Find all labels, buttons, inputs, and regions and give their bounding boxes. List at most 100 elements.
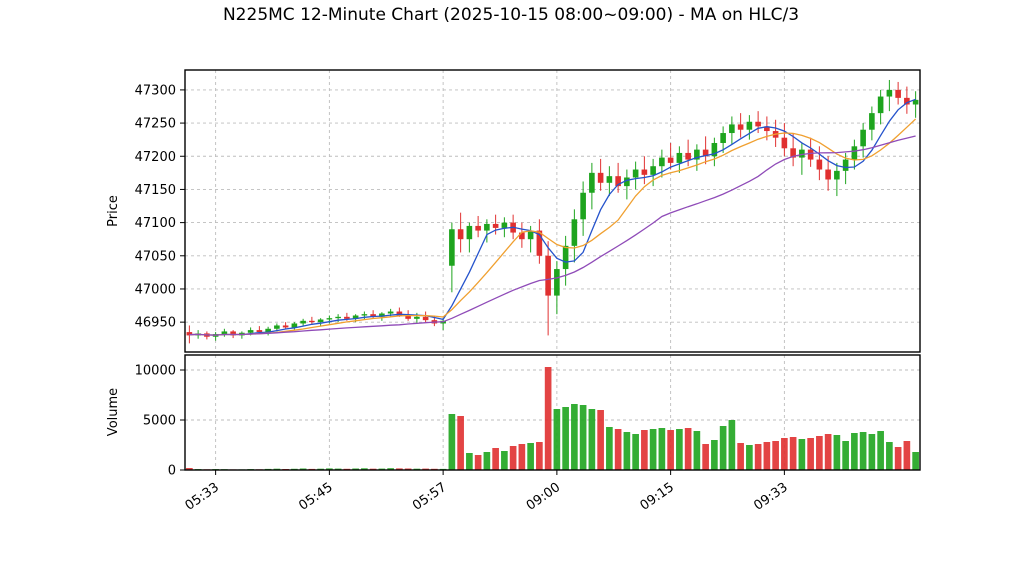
candle-body [580,192,586,220]
candle-body [414,316,420,319]
candle-body [484,223,490,231]
volume-bar [518,444,526,470]
volume-bar [851,433,858,470]
candle-body [737,124,744,130]
volume-bar [334,468,342,470]
candle-body [309,320,315,323]
candle-body [755,121,761,127]
volume-bar [422,468,429,470]
volume-bar [299,468,307,470]
candle-body [615,176,621,187]
candle-body [379,313,385,317]
candle-body [405,315,411,319]
candle-body [221,331,228,335]
candle-body [659,157,665,167]
volume-bar [509,446,517,470]
volume-bar [614,429,622,470]
volume-bar [824,434,832,470]
candle-body [449,229,455,266]
volume-bar [746,445,753,470]
volume-bar [877,431,884,470]
chart-title: N225MC 12-Minute Chart (2025-10-15 08:00… [222,5,800,25]
ma-line-orange [189,118,917,336]
candle-body [711,142,718,157]
volume-bar [772,441,779,470]
candle-body [667,157,674,163]
candle-body [344,316,350,319]
candle-body [842,159,849,171]
candle-body [300,320,306,324]
price-tick-label: 47150 [135,183,176,198]
x-tick-label: 09:00 [524,480,563,514]
candle-body [807,149,814,160]
price-tick-label: 47050 [135,249,176,264]
volume-bar [842,441,849,470]
candle-body [781,137,788,149]
volume-bar [658,428,666,470]
candle-body [597,172,604,183]
price-tick-label: 47200 [135,150,176,165]
candle-body [816,159,823,170]
candle-body [230,331,236,336]
price-tick-label: 47300 [135,83,176,98]
volume-bar [754,444,762,470]
candle-body [869,113,875,130]
candle-body [545,255,551,296]
volume-bar [693,431,701,470]
volume-bar [798,439,806,470]
volume-bar [597,410,604,470]
candle-body [387,311,394,314]
candle-body [554,269,560,296]
volume-bar [404,468,412,470]
volume-bar [378,468,386,470]
volume-bar [553,409,561,470]
volume-bar [606,427,613,470]
volume-bar [667,430,674,470]
candle-body [702,149,709,157]
volume-bar [186,468,193,470]
volume-bar [702,444,709,470]
volume-bar [483,452,491,470]
candle-body [799,149,805,158]
candle-body [912,99,919,105]
volume-bar [448,414,456,470]
candle-body [720,133,726,143]
volume-bar [894,447,902,470]
volume-panel-border [184,354,921,471]
price-tick-label: 46950 [135,316,176,331]
volume-bar [859,432,867,470]
volume-bar [903,441,911,470]
volume-bar [676,429,683,470]
volume-bar [501,451,508,470]
volume-bar [737,443,744,470]
volume-bar [868,434,876,470]
candle-body [676,152,683,163]
candle-body [877,96,884,114]
volume-bar [457,416,464,470]
candle-body [396,311,403,316]
candle-body [562,245,569,270]
volume-bar [833,435,841,470]
volume-bar [789,437,797,470]
candle-body [291,323,298,328]
volume-bar [544,367,552,470]
volume-bar [816,436,823,470]
volume-bar [912,452,919,470]
volume-tick-label: 10000 [135,364,176,379]
candle-body [624,177,630,187]
volume-bar [387,468,394,470]
candle-body [790,148,796,158]
candle-body [475,225,481,231]
ma-line-blue [189,98,916,336]
candle-body [746,121,753,130]
volume-bar [571,404,578,470]
volume-bar [326,468,333,470]
ma-line-purple [189,135,916,336]
volume-bar [361,468,368,470]
candle-body [466,225,473,240]
candle-body [519,232,525,240]
volume-bar [352,468,359,470]
candle-body [860,129,866,147]
volume-bar [623,432,631,470]
